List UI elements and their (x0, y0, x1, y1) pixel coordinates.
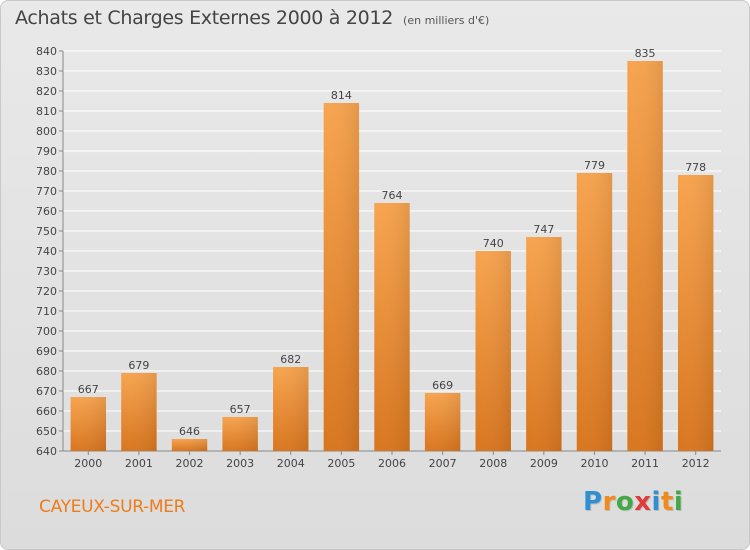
y-tick-label: 820 (36, 85, 57, 98)
x-tick-label: 2012 (682, 457, 710, 470)
y-tick-label: 670 (36, 385, 57, 398)
y-tick-label: 720 (36, 285, 57, 298)
chart-title: Achats et Charges Externes 2000 à 2012 (e… (15, 7, 489, 29)
x-tick-label: 2008 (479, 457, 507, 470)
bars (70, 61, 714, 451)
bar-shade (424, 393, 461, 451)
y-tick-label: 740 (36, 245, 57, 258)
y-tick-label: 830 (36, 65, 57, 78)
y-tick-label: 680 (36, 365, 57, 378)
bar-shade (576, 173, 613, 451)
bar-value-label: 814 (331, 89, 352, 102)
x-tick-label: 2007 (429, 457, 457, 470)
y-tick-label: 840 (36, 45, 57, 58)
bar-value-label: 835 (635, 47, 656, 60)
x-tick-label: 2003 (226, 457, 254, 470)
y-tick-label: 750 (36, 225, 57, 238)
bar-shade (677, 175, 714, 451)
bar-shade (222, 417, 258, 451)
x-tick-label: 2000 (74, 457, 102, 470)
y-tick-label: 700 (36, 325, 57, 338)
y-tick-label: 810 (36, 105, 57, 118)
y-tick-label: 640 (36, 445, 57, 458)
logo-letter: o (615, 487, 635, 517)
chart-title-text: Achats et Charges Externes 2000 à 2012 (15, 7, 394, 29)
bar-value-label: 669 (432, 379, 453, 392)
bar-value-label: 679 (128, 359, 149, 372)
logo-letter: r (602, 487, 616, 517)
bar-value-label: 682 (280, 353, 301, 366)
y-tick-label: 770 (36, 185, 57, 198)
y-tick-label: 800 (36, 125, 57, 138)
x-tick-label: 2004 (277, 457, 305, 470)
x-tick-label: 2006 (378, 457, 406, 470)
logo-letter: P (583, 487, 603, 517)
bar-value-label: 747 (533, 223, 554, 236)
x-tick-label: 2011 (631, 457, 659, 470)
x-tick-label: 2002 (176, 457, 204, 470)
logo-letter: t (660, 487, 674, 517)
bar-shade (475, 251, 511, 451)
bar-value-label: 779 (584, 159, 605, 172)
bar-shade (171, 439, 208, 451)
chart-unit-note: (en milliers d'€) (403, 14, 490, 27)
x-tick-label: 2001 (125, 457, 153, 470)
y-tick-label: 760 (36, 205, 57, 218)
y-tick-label: 650 (36, 425, 57, 438)
bar-shade (627, 61, 663, 451)
y-tick-label: 780 (36, 165, 57, 178)
logo-letter: i (651, 487, 661, 517)
y-tick-label: 690 (36, 345, 57, 358)
y-tick-label: 730 (36, 265, 57, 278)
bar-shade (273, 367, 309, 451)
x-tick-label: 2010 (580, 457, 608, 470)
logo-letter: x (634, 487, 652, 517)
x-axis-ticks: 2000 2001 2002 2003 2004 2005 2006 2007 2008 2009… (74, 451, 710, 470)
logo-letter: i (673, 487, 684, 517)
town-name: CAYEUX-SUR-MER (39, 497, 186, 517)
bar-value-label: 657 (230, 403, 251, 416)
y-tick-label: 790 (36, 145, 57, 158)
bar-value-label: 646 (179, 425, 200, 438)
bar-shade (374, 203, 410, 451)
x-tick-label: 2009 (530, 457, 558, 470)
bar-value-label: 778 (685, 161, 706, 174)
bar-shade (121, 373, 157, 451)
bar-shade (70, 397, 107, 451)
bar-value-label: 667 (78, 383, 99, 396)
bar-value-label: 764 (382, 189, 403, 202)
data-labels: 667 679 646 657 682 814 764 669 740 747 779 835 778 (78, 47, 706, 438)
y-tick-label: 710 (36, 305, 57, 318)
x-tick-label: 2005 (327, 457, 355, 470)
bar-shade (323, 103, 360, 451)
bar-shade (526, 237, 562, 451)
proxiti-logo: Proxiti (583, 487, 683, 517)
y-tick-label: 660 (36, 405, 57, 418)
bar-value-label: 740 (483, 237, 504, 250)
